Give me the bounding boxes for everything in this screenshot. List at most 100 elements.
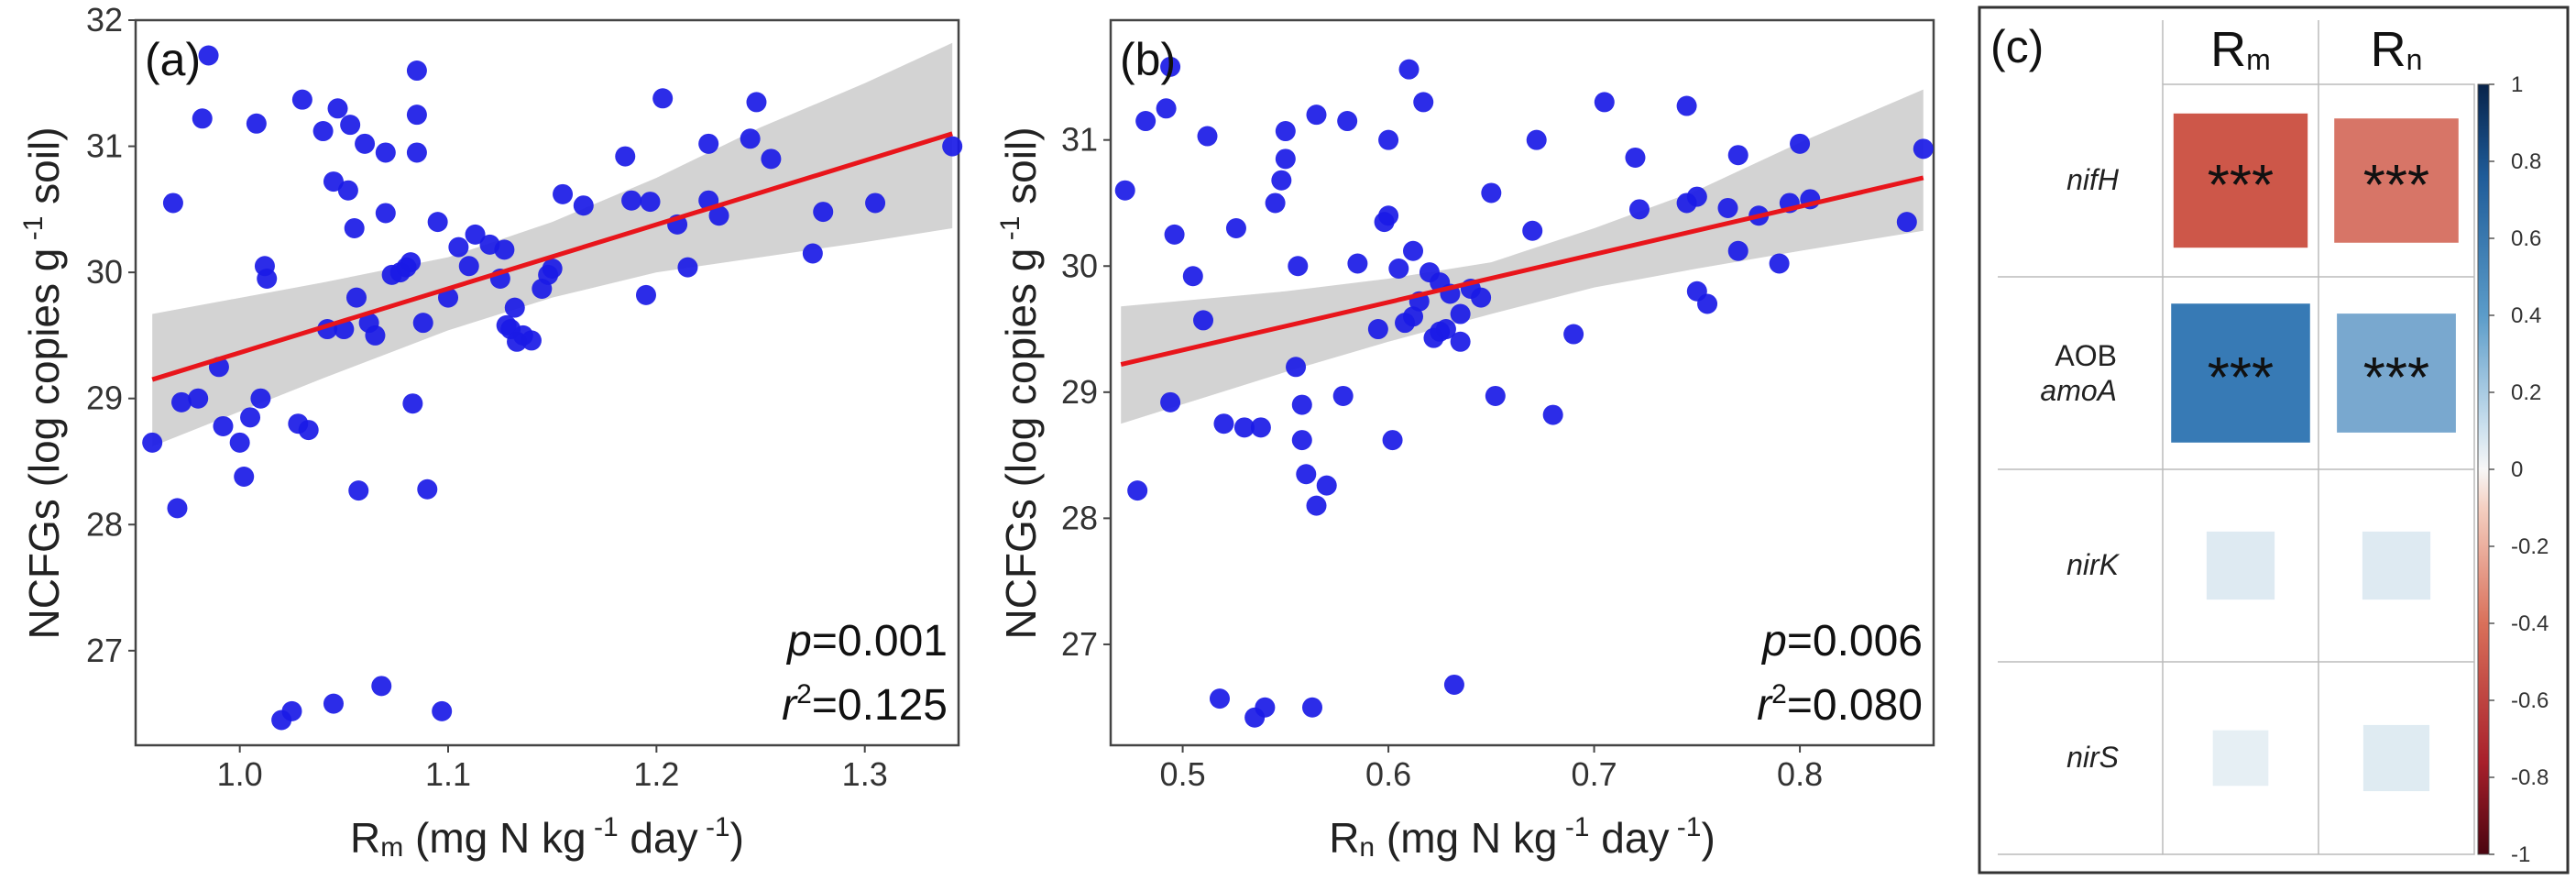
heatmap-cell-1-0 bbox=[2171, 303, 2310, 443]
b-point-23 bbox=[1291, 430, 1312, 451]
a-xtick-label-0: 1.0 bbox=[217, 755, 263, 793]
heatmap-row-label-0: nifH bbox=[2066, 163, 2120, 196]
b-point-30 bbox=[1332, 385, 1354, 406]
a-point-32 bbox=[355, 133, 376, 154]
panel-a-stat-p: p=0.001 bbox=[785, 617, 948, 666]
heatmap-cell-3-0 bbox=[2212, 730, 2269, 786]
panel-c-label: (c) bbox=[1990, 21, 2044, 72]
b-point-18 bbox=[1271, 170, 1292, 191]
panel-a-y-axis-title: NCFGs (log copies g -1 soil) bbox=[18, 126, 68, 639]
a-point-24 bbox=[323, 693, 344, 714]
b-xtick-label-3: 0.8 bbox=[1777, 755, 1823, 793]
a-xtick-label-2: 1.2 bbox=[633, 755, 679, 793]
a-point-29 bbox=[344, 217, 365, 238]
colorbar-tick-label-1: 0.8 bbox=[2511, 149, 2541, 174]
a-point-45 bbox=[406, 142, 427, 163]
b-point-15 bbox=[1250, 417, 1271, 438]
a-point-68 bbox=[615, 146, 636, 167]
panel-b-stat-p: p=0.006 bbox=[1760, 617, 1923, 666]
b-point-31 bbox=[1337, 111, 1358, 132]
a-point-59 bbox=[504, 297, 525, 318]
a-point-43 bbox=[406, 104, 427, 126]
panel-c-grid bbox=[1998, 20, 2475, 855]
b-point-4 bbox=[1160, 391, 1181, 412]
a-point-19 bbox=[291, 89, 312, 110]
a-point-70 bbox=[635, 284, 656, 305]
a-point-28 bbox=[340, 115, 361, 136]
b-point-38 bbox=[1388, 258, 1409, 280]
b-point-52 bbox=[1450, 303, 1471, 324]
b-ytick-label-3: 30 bbox=[1061, 247, 1098, 284]
a-point-20 bbox=[298, 420, 319, 441]
colorbar-tick-label-3: 0.4 bbox=[2511, 303, 2541, 328]
b-ytick-label-0: 27 bbox=[1061, 625, 1098, 663]
a-point-2 bbox=[167, 498, 188, 519]
b-point-76 bbox=[1790, 133, 1811, 154]
panel-b-y-ticks: 27 28 29 30 31 bbox=[1061, 121, 1111, 663]
heatmap-cell-2-1 bbox=[2362, 531, 2431, 600]
panel-a: 1.0 1.1 1.2 1.3 27 28 29 30 31 32 (a) p=0.001 r2… bbox=[18, 1, 963, 863]
b-fit-line bbox=[1120, 175, 1924, 367]
colorbar bbox=[2477, 83, 2490, 855]
b-point-27 bbox=[1306, 495, 1327, 516]
b-point-10 bbox=[1209, 688, 1230, 710]
a-point-82 bbox=[813, 202, 834, 223]
b-point-7 bbox=[1182, 266, 1203, 287]
b-point-5 bbox=[1160, 56, 1181, 77]
heatmap-col-header-1: Rn bbox=[2371, 22, 2423, 77]
a-point-46 bbox=[412, 313, 433, 334]
b-point-59 bbox=[1526, 129, 1547, 150]
a-point-53 bbox=[465, 224, 486, 245]
a-point-8 bbox=[213, 415, 234, 436]
a-point-0 bbox=[142, 432, 163, 453]
panel-a-y-ticks: 27 28 29 30 31 32 bbox=[86, 1, 136, 669]
heatmap-cell-1-1 bbox=[2337, 314, 2456, 433]
a-point-1 bbox=[162, 192, 183, 214]
panel-c-cells: *** *** *** *** bbox=[2171, 113, 2459, 792]
b-point-62 bbox=[1594, 92, 1615, 113]
heatmap-row-label-3: nirS bbox=[2066, 741, 2119, 774]
panel-a-stat-r2: r2=0.125 bbox=[782, 679, 948, 730]
a-point-44 bbox=[406, 60, 427, 82]
a-point-78 bbox=[740, 128, 761, 149]
b-point-55 bbox=[1471, 287, 1492, 308]
panel-b-label: (b) bbox=[1120, 34, 1176, 85]
colorbar-tick-label-0: 1 bbox=[2511, 72, 2523, 97]
b-ytick-label-4: 31 bbox=[1061, 121, 1098, 159]
a-point-4 bbox=[188, 388, 209, 409]
a-point-81 bbox=[802, 243, 823, 264]
b-point-0 bbox=[1114, 180, 1135, 201]
a-point-74 bbox=[677, 257, 698, 278]
b-point-60 bbox=[1542, 404, 1563, 425]
a-ytick-label-4: 31 bbox=[86, 127, 123, 165]
heatmap-stars-1-0: *** bbox=[2208, 346, 2274, 410]
a-point-11 bbox=[240, 407, 261, 428]
b-point-36 bbox=[1378, 205, 1399, 226]
a-point-35 bbox=[371, 676, 392, 697]
panel-a-x-axis-title: Rm (mg N kg -1 day -1) bbox=[350, 812, 744, 863]
b-point-33 bbox=[1367, 319, 1388, 340]
a-point-49 bbox=[432, 700, 453, 721]
b-point-12 bbox=[1225, 217, 1246, 238]
panel-b-x-ticks: 0.5 0.6 0.7 0.8 bbox=[1160, 745, 1823, 793]
b-ci-band bbox=[1121, 89, 1924, 424]
panel-b-x-axis-title: Rn (mg N kg -1 day -1) bbox=[1329, 812, 1716, 863]
b-point-20 bbox=[1275, 121, 1296, 142]
a-ytick-label-5: 32 bbox=[86, 1, 123, 38]
panel-a-confidence-band bbox=[152, 42, 953, 446]
b-point-44 bbox=[1413, 92, 1434, 113]
a-point-62 bbox=[521, 330, 542, 351]
a-xtick-label-3: 1.3 bbox=[842, 755, 888, 793]
colorbar-tick-label-9: -0.8 bbox=[2511, 765, 2549, 790]
b-point-69 bbox=[1697, 293, 1718, 314]
b-point-64 bbox=[1628, 199, 1650, 220]
colorbar-tick-label-7: -0.4 bbox=[2511, 611, 2549, 636]
a-point-25 bbox=[327, 98, 348, 119]
heatmap-cell-0-1 bbox=[2334, 118, 2459, 243]
b-point-24 bbox=[1291, 394, 1312, 415]
a-point-71 bbox=[640, 192, 661, 213]
a-point-10 bbox=[234, 466, 255, 487]
heatmap-stars-1-1: *** bbox=[2363, 346, 2429, 410]
